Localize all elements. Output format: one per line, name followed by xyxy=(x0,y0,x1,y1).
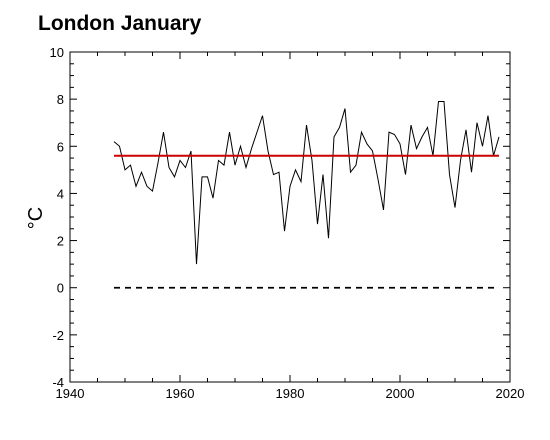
x-tick-label: 1980 xyxy=(276,386,305,401)
y-tick-label: 8 xyxy=(57,92,64,107)
chart-title: London January xyxy=(38,12,202,35)
chart-lines xyxy=(113,101,500,289)
x-tick-label: 1940 xyxy=(56,386,85,401)
plot-frame xyxy=(69,51,511,383)
temperature-series-line xyxy=(113,101,500,265)
x-tick-label: 1960 xyxy=(166,386,195,401)
x-tick-label: 2020 xyxy=(496,386,525,401)
y-tick-label: -2 xyxy=(52,328,64,343)
y-tick-label: 4 xyxy=(57,186,64,201)
y-tick-label: 0 xyxy=(57,281,64,296)
x-axis-ticks: 1940 1960 1980 2000 2020 xyxy=(56,52,525,401)
y-tick-label: 2 xyxy=(57,234,64,249)
y-tick-label: 10 xyxy=(50,45,64,60)
y-tick-label: 6 xyxy=(57,139,64,154)
y-axis-ticks: -4 -2 0 2 4 6 8 10 xyxy=(50,45,510,390)
y-tick-label: -4 xyxy=(52,375,64,390)
x-tick-label: 2000 xyxy=(386,386,415,401)
y-axis-label: °C xyxy=(25,207,47,229)
